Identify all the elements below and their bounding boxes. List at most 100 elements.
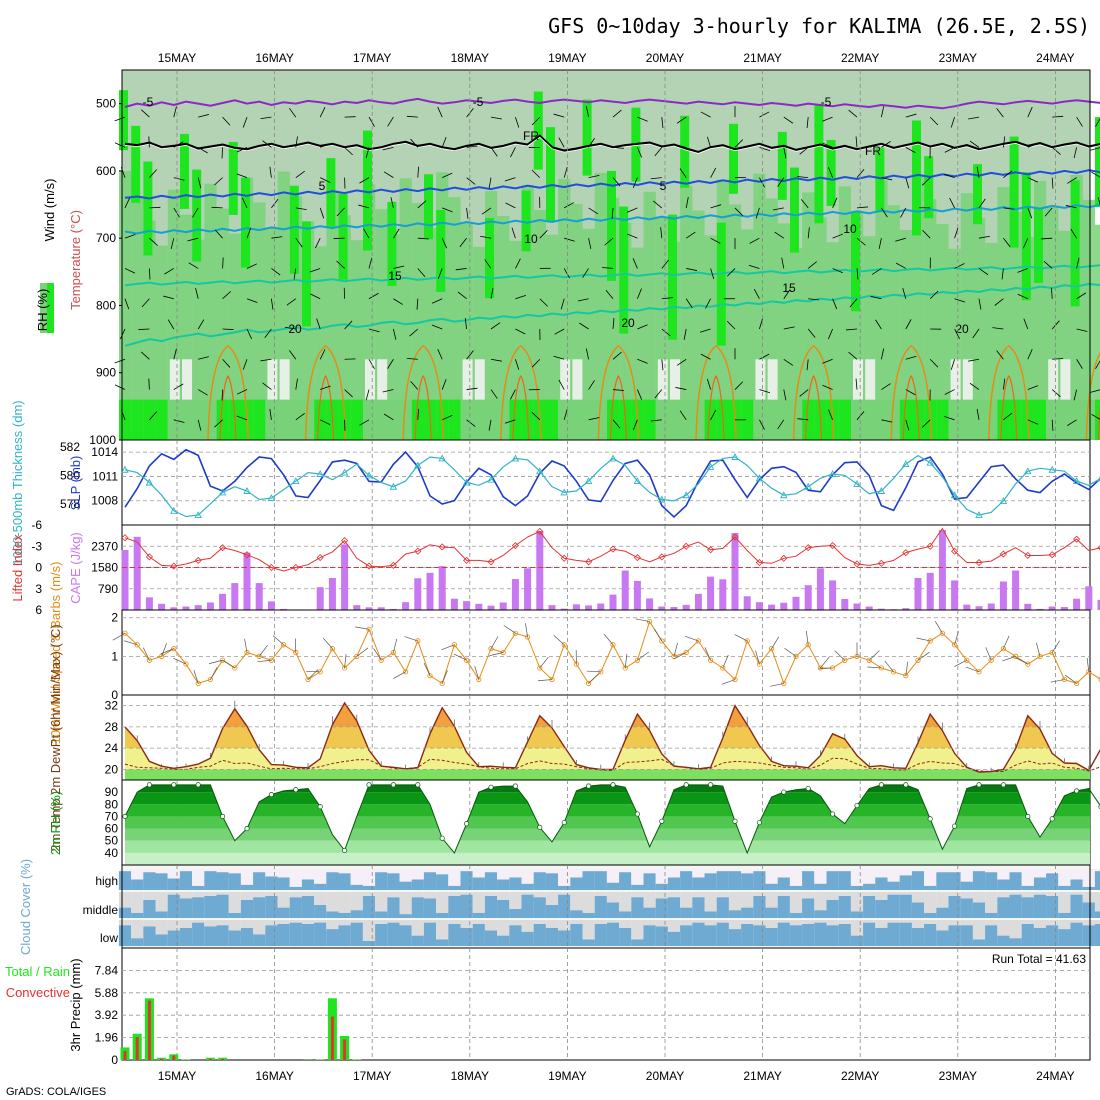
wind-barb <box>563 409 568 420</box>
cloud-middle-cell <box>350 910 363 918</box>
rh-high-patch <box>485 218 494 298</box>
cloud-high-clear <box>875 869 888 878</box>
rh-mid-patch <box>350 240 363 440</box>
wind-barb <box>466 350 474 360</box>
cloud-high-clear <box>850 869 864 886</box>
rh-tick-label: 40 <box>105 846 119 860</box>
isotherm-label: -5 <box>821 95 832 109</box>
rh-surface-patch <box>497 399 510 440</box>
slp-axis-label: SLP (mb) <box>68 456 83 511</box>
cloud-middle-cell <box>558 894 571 918</box>
cloud-high-cell <box>704 873 717 890</box>
cape-tick-label: 2370 <box>91 539 118 553</box>
rh-point <box>1000 782 1006 788</box>
wind-barb <box>198 114 209 118</box>
cloud-middle-cell <box>1094 911 1100 918</box>
cloud-low-clear <box>387 920 400 923</box>
wind-barb <box>949 197 955 209</box>
cloud-middle-cell <box>436 912 449 918</box>
precip-total-bar <box>352 1059 362 1060</box>
wind-speed-point <box>1049 649 1055 656</box>
rh-point <box>732 818 738 824</box>
rh-surface-patch <box>680 399 693 440</box>
cloud-middle-cell <box>289 897 302 918</box>
rh-surface-patch <box>155 399 168 440</box>
thickness-point <box>999 496 1008 504</box>
wind-barb <box>855 136 858 148</box>
cape-bar <box>633 580 641 610</box>
isotherm-label: 20 <box>621 316 635 330</box>
wind-barb <box>1051 389 1061 398</box>
thickness-point <box>194 511 202 519</box>
cloud-middle-cell <box>850 911 864 918</box>
wind-barb <box>632 258 638 269</box>
run-total-label: Run Total = 41.63 <box>992 952 1087 966</box>
precip-convective-bar <box>221 1058 225 1060</box>
cloud-middle-cell <box>619 911 632 918</box>
cloud-middle-cell <box>1070 894 1083 918</box>
lifted-index-point <box>780 554 788 562</box>
thickness-point <box>389 482 398 490</box>
cloud-high-cell <box>741 873 754 890</box>
cloud-low-cell <box>131 938 144 946</box>
wind-barb <box>319 107 326 118</box>
cloud-middle-clear <box>655 892 668 899</box>
wind-barb-10m <box>805 630 809 645</box>
wind-barb <box>192 207 199 218</box>
wind-barb <box>531 169 541 178</box>
cloud-row-label: middle <box>83 903 119 917</box>
rh-surface-patch <box>1070 399 1083 440</box>
lifted-index-line <box>124 527 1100 572</box>
cloud-low-clear <box>509 920 522 926</box>
cape-bar <box>743 596 751 610</box>
wind-barb <box>1001 268 1004 280</box>
cloud-middle-cell <box>448 895 461 918</box>
cape-bar <box>1036 608 1044 610</box>
cloud-high-clear <box>948 869 961 873</box>
wind-barb <box>632 419 638 431</box>
wind-speed-point <box>488 646 494 652</box>
thickness-tick-label: 582 <box>60 440 80 454</box>
rh-surface-patch <box>375 399 388 440</box>
cloud-high-cell <box>972 871 986 890</box>
cloud-middle-clear <box>314 892 327 905</box>
rh-mid-patch <box>985 242 998 440</box>
rh-mid-patch <box>314 246 327 440</box>
cloud-low-cell <box>838 923 851 946</box>
lifted-index-point <box>341 537 349 545</box>
cloud-low-cell <box>1009 938 1022 946</box>
wind-barb <box>1003 378 1006 390</box>
cape-bar <box>914 577 922 610</box>
cape-bar <box>792 596 800 610</box>
cloud-low-cell <box>716 922 729 946</box>
wind-barb <box>466 387 478 390</box>
cloud-middle-cell <box>387 897 400 918</box>
rh-point <box>1074 788 1080 794</box>
wind-barb <box>173 419 185 423</box>
cloud-low-clear <box>411 920 424 936</box>
wind-speed-point <box>671 653 677 659</box>
cloud-high-clear <box>838 869 851 872</box>
cloud-middle-cell <box>680 907 693 918</box>
cloud-low-cell <box>826 925 839 946</box>
wind-barb <box>808 298 820 301</box>
cloud-middle-cell <box>789 912 803 918</box>
cloud-middle-clear <box>814 892 827 911</box>
wind-barb <box>1051 320 1060 330</box>
thickness-point <box>706 462 715 470</box>
cloud-middle-clear <box>850 892 864 912</box>
cloud-middle-clear <box>680 892 693 908</box>
wind-barb <box>309 268 321 273</box>
cloud-low-cell <box>765 927 778 946</box>
rh-surface-patch <box>643 399 656 440</box>
wind-barb-10m <box>322 637 333 649</box>
wind-barb <box>221 389 223 401</box>
wind-barb <box>922 229 931 239</box>
wind-barb <box>827 328 833 340</box>
wind-barb <box>1023 318 1029 330</box>
cloud-middle-cell <box>631 897 644 918</box>
wind-speed-point <box>305 676 311 683</box>
cloud-high-clear <box>972 869 986 872</box>
wind-barb <box>846 328 858 331</box>
rh-surface-patch <box>546 399 559 440</box>
